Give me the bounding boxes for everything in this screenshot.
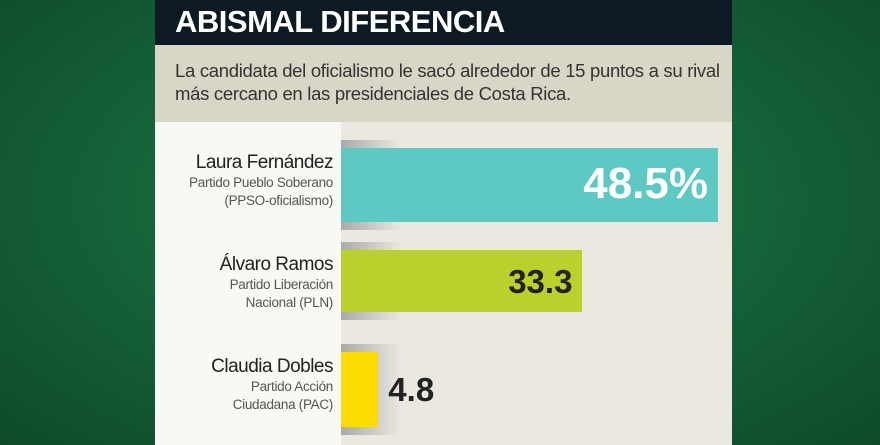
subtitle: La candidata del oficialismo le sacó alr… — [175, 60, 720, 104]
header: ABISMAL DIFERENCIA — [155, 0, 732, 45]
candidate-name: Laura Fernández — [195, 152, 334, 173]
infographic-panel: ABISMAL DIFERENCIA La candidata del ofic… — [155, 0, 732, 445]
party-name: Ciudadana (PAC) — [232, 397, 334, 412]
data-label: 4.8 — [388, 371, 435, 408]
candidate-label: Laura Fernández Partido Pueblo Soberano (P… — [153, 152, 341, 210]
bar — [341, 352, 379, 427]
candidate-name: Claudia Dobles — [211, 356, 333, 377]
party-name: Partido Liberación — [229, 277, 334, 292]
data-label: 33.3 — [508, 263, 573, 300]
candidate-label: Claudia Dobles Partido Acción Ciudadana (P… — [153, 356, 341, 414]
candidate-name: Álvaro Ramos — [219, 254, 334, 275]
party-name: (PPSO-oficialismo) — [224, 193, 333, 208]
party-name: Partido Pueblo Soberano — [189, 175, 333, 190]
data-label: 48.5% — [583, 159, 708, 208]
party-name: Nacional (PLN) — [245, 295, 334, 310]
candidate-label: Álvaro Ramos Partido Liberación Nacional (… — [153, 254, 341, 312]
bar — [341, 250, 583, 312]
bar — [341, 148, 718, 222]
chart-title: ABISMAL DIFERENCIA — [175, 4, 505, 39]
label-column — [155, 122, 341, 445]
subtitle-band: La candidata del oficialismo le sacó alr… — [155, 45, 732, 122]
party-name: Partido Acción — [250, 379, 333, 394]
